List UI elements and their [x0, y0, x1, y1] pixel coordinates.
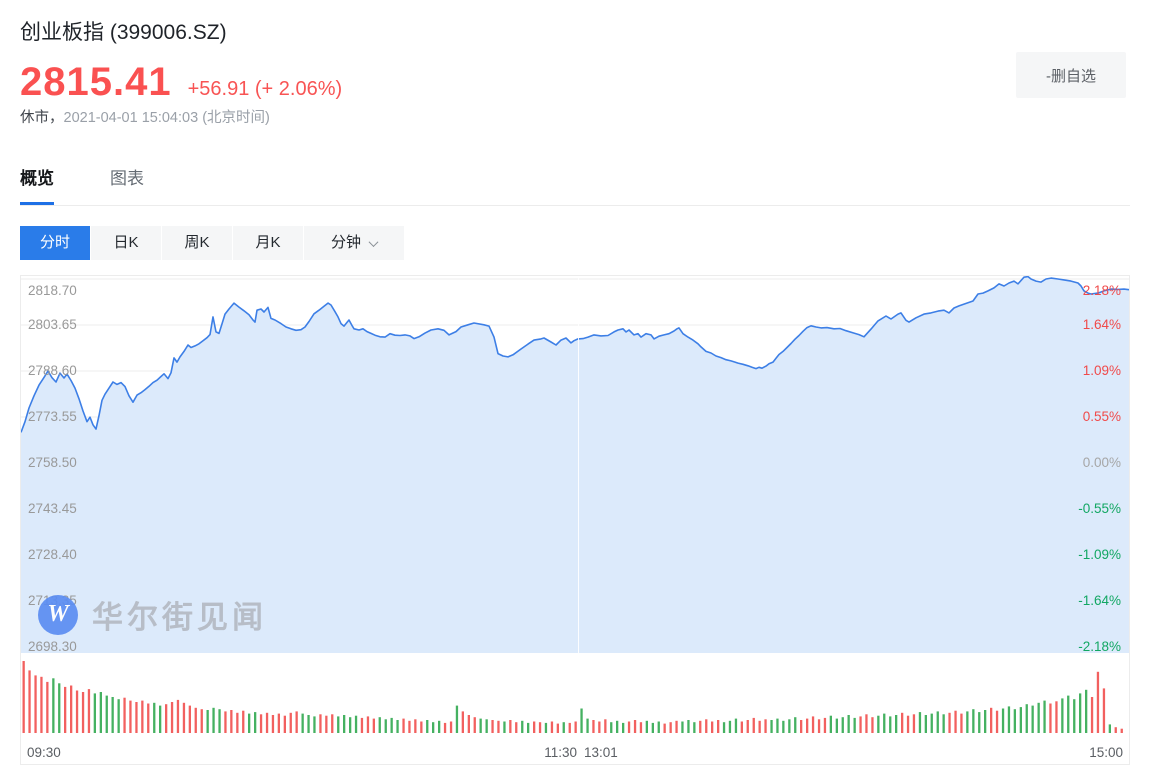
- y-axis-left-label: 2773.55: [28, 409, 77, 424]
- volume-svg[interactable]: [21, 653, 1129, 734]
- wallstreetcn-logo-icon: W: [38, 594, 78, 635]
- period-daily-k[interactable]: 日K: [91, 226, 161, 260]
- x-axis-label-morning-close: 11:30: [544, 745, 578, 760]
- period-minute-line[interactable]: 分时: [20, 226, 90, 260]
- price-svg[interactable]: [21, 276, 1129, 653]
- y-axis-right-label: 2.18%: [1082, 283, 1121, 298]
- price-change: +56.91 (+ 2.06%): [187, 78, 343, 100]
- timezone: (北京时间): [202, 110, 270, 126]
- main-tabs: 概览 图表: [20, 164, 1130, 206]
- watermark-text: 华尔街见闻: [92, 600, 267, 635]
- watermark-letter: W: [47, 601, 69, 627]
- period-weekly-k[interactable]: 周K: [162, 226, 232, 260]
- page-title: 创业板指 (399006.SZ): [20, 21, 227, 44]
- y-axis-right-label: -0.55%: [1078, 501, 1121, 516]
- x-axis: 09:30 11:30 13:01 15:00: [21, 734, 1129, 764]
- session-break-divider: [578, 276, 579, 653]
- x-axis-label-close: 15:00: [1089, 745, 1123, 760]
- period-minutes-dropdown[interactable]: 分钟: [304, 226, 404, 260]
- remove-watchlist-button[interactable]: -删自选: [1016, 52, 1126, 98]
- x-axis-label-afternoon-open: 13:01: [584, 745, 618, 760]
- volume-pane[interactable]: [21, 653, 1129, 734]
- y-axis-left-label: 2698.30: [28, 639, 77, 654]
- watermark: W 华尔街见闻: [38, 592, 267, 637]
- stock-detail-page: 创业板指 (399006.SZ) 2815.41 +56.91 (+ 2.06%…: [20, 0, 1130, 765]
- y-axis-left-label: 2758.50: [28, 455, 77, 470]
- y-axis-right-label: -1.64%: [1078, 593, 1121, 608]
- y-axis-left-label: 2728.40: [28, 547, 77, 562]
- y-axis-right-label: 0.00%: [1082, 455, 1121, 470]
- y-axis-left-label: 2803.65: [28, 317, 77, 332]
- x-axis-label-open: 09:30: [27, 745, 61, 760]
- market-status: 休市: [20, 110, 49, 126]
- y-axis-left-label: 2818.70: [28, 283, 77, 298]
- price-pane[interactable]: 2818.70 2803.65 2788.60 2773.55 2758.50 2743.…: [21, 276, 1129, 654]
- y-axis-right-label: 0.55%: [1082, 409, 1121, 424]
- y-axis-right-label: -2.18%: [1078, 639, 1121, 654]
- tab-chart[interactable]: 图表: [110, 169, 144, 188]
- tab-overview[interactable]: 概览: [20, 164, 54, 205]
- status-separator: ，: [49, 110, 64, 126]
- y-axis-left-label: 2743.45: [28, 501, 77, 516]
- y-axis-right-label: 1.09%: [1082, 363, 1121, 378]
- period-selector: 分时 日K 周K 月K 分钟: [20, 226, 1130, 260]
- y-axis-right-label: -1.09%: [1078, 547, 1121, 562]
- market-status-row: 休市，2021-04-01 15:04:03 (北京时间): [20, 108, 1130, 128]
- period-monthly-k[interactable]: 月K: [233, 226, 303, 260]
- period-minutes-label: 分钟: [330, 234, 361, 251]
- chevron-down-icon: [368, 236, 379, 247]
- chart-container: 2818.70 2803.65 2788.60 2773.55 2758.50 2743.…: [20, 275, 1130, 765]
- y-axis-left-label: 2788.60: [28, 363, 77, 378]
- current-price: 2815.41: [20, 60, 172, 104]
- price-row: 2815.41 +56.91 (+ 2.06%): [20, 60, 1130, 104]
- quote-timestamp: 2021-04-01 15:04:03: [63, 110, 199, 126]
- y-axis-right-label: 1.64%: [1082, 317, 1121, 332]
